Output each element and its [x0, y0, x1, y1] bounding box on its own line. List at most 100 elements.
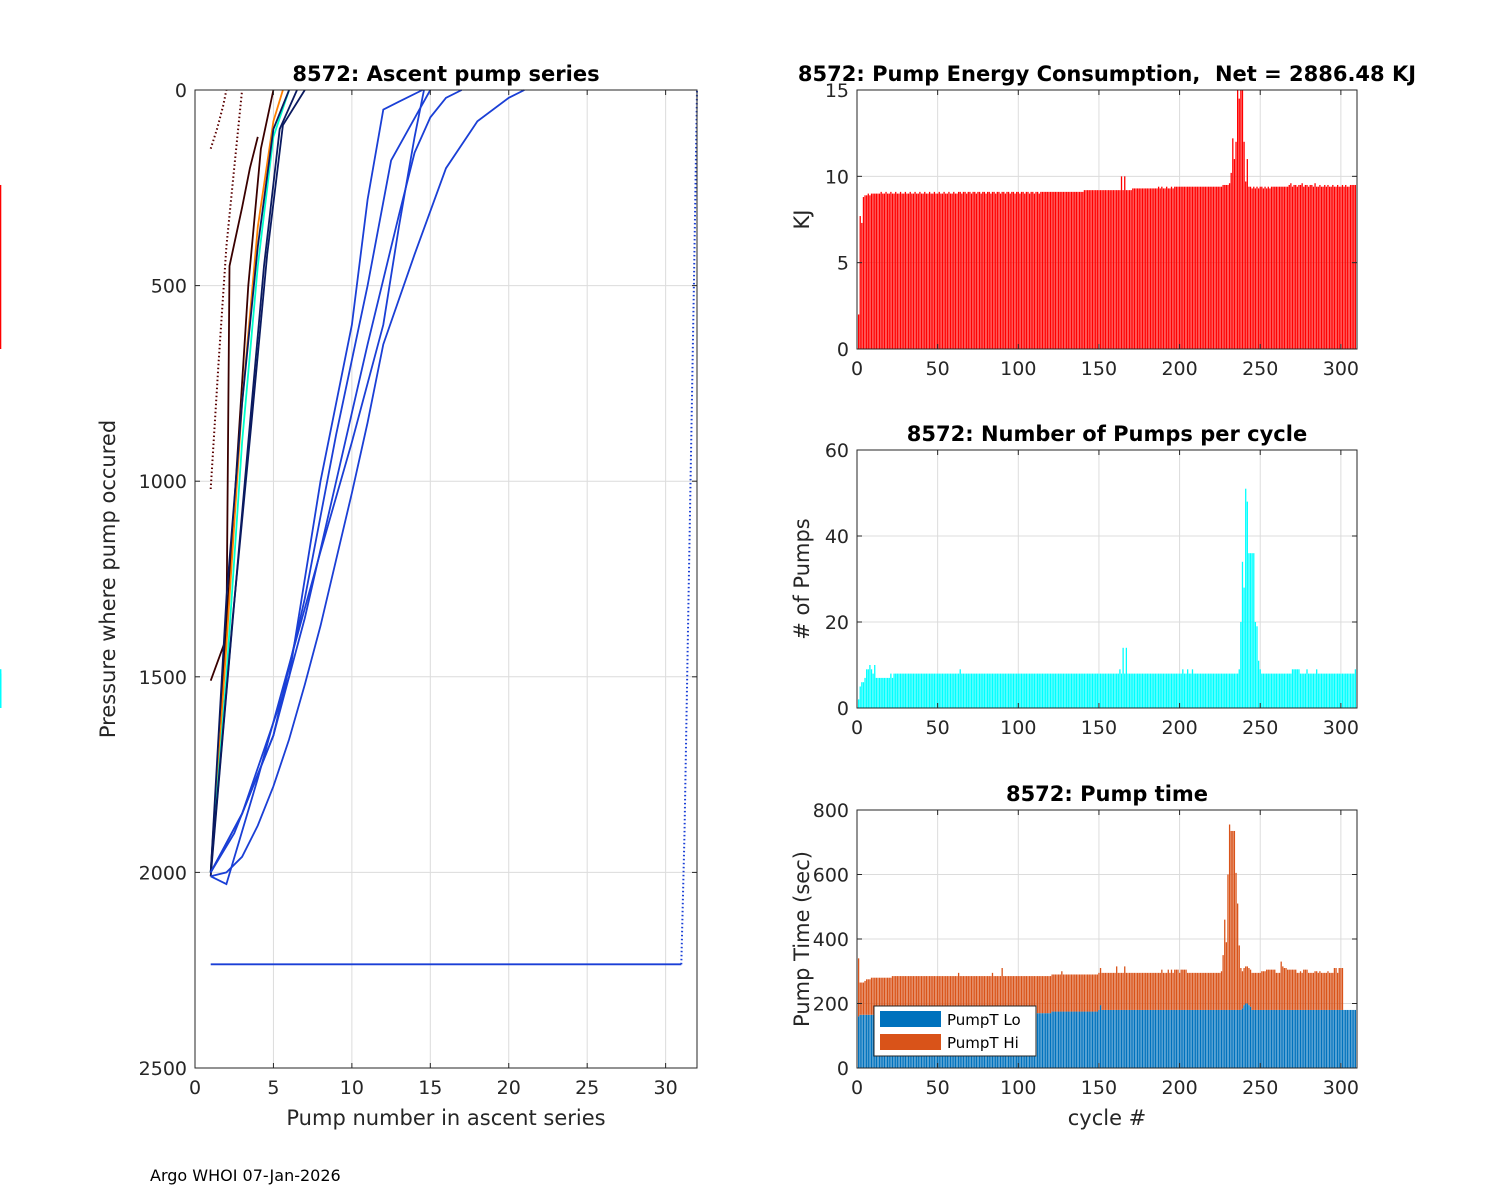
bar: [1109, 673, 1111, 708]
bar: [969, 673, 971, 708]
bar-pumpt-hi: [998, 976, 1000, 1014]
bar-pumpt-hi: [987, 976, 989, 1014]
bar: [1222, 184, 1224, 349]
bar: [1135, 673, 1137, 708]
bar: [1180, 186, 1182, 349]
bar: [1049, 191, 1052, 349]
bar-pumpt-lo: [1135, 1009, 1137, 1068]
bar-pumpt-hi: [1016, 976, 1018, 1014]
bar-pumpt-lo: [1204, 1009, 1207, 1068]
bar: [1232, 673, 1234, 708]
bar-pumpt-hi: [1151, 972, 1153, 1010]
bar-pumpt-hi: [1240, 968, 1242, 1010]
bar: [859, 216, 861, 349]
bar: [1074, 191, 1076, 349]
bar: [1245, 181, 1247, 349]
bar-pumpt-lo: [1227, 1009, 1229, 1068]
bar: [907, 193, 910, 349]
bar: [1285, 673, 1287, 708]
bar: [1011, 191, 1013, 349]
bar: [861, 222, 863, 349]
bar: [1066, 191, 1068, 349]
bar-pumpt-hi: [1056, 974, 1058, 1012]
bar: [1085, 673, 1087, 708]
bar: [1077, 673, 1079, 708]
bar-pumpt-hi: [1282, 966, 1284, 1010]
bar-pumpt-hi: [1251, 972, 1253, 1010]
bar-pumpt-hi: [911, 976, 913, 1014]
bar: [1266, 673, 1268, 708]
bar-pumpt-hi: [985, 976, 987, 1014]
bar-pumpt-lo: [1067, 1011, 1069, 1068]
bar-pumpt-lo: [1074, 1011, 1076, 1068]
bar: [1125, 647, 1127, 708]
ascent-y-label: Pressure where pump occured: [96, 420, 120, 738]
bar: [1101, 190, 1103, 349]
y-tick-label: 0: [837, 339, 849, 361]
bar-pumpt-hi: [1280, 961, 1282, 1010]
bar-pumpt-hi: [1249, 969, 1252, 1007]
bar: [983, 191, 986, 349]
bar: [1124, 673, 1126, 708]
bar: [1298, 184, 1300, 349]
bar-pumpt-lo: [864, 1014, 866, 1068]
bar-pumpt-lo: [1153, 1009, 1155, 1068]
bar: [938, 191, 940, 349]
bar: [1317, 673, 1319, 708]
bar-pumpt-lo: [1182, 1009, 1184, 1068]
bar: [1238, 98, 1240, 349]
bar: [1159, 673, 1161, 708]
bar-pumpt-lo: [1327, 1009, 1329, 1068]
bar: [862, 197, 865, 349]
bar: [1278, 186, 1281, 349]
bar-pumpt-hi: [982, 976, 984, 1014]
count-title: 8572: Number of Pumps per cycle: [907, 422, 1307, 446]
bar-pumpt-hi: [1211, 972, 1213, 1010]
bar-pumpt-hi: [1040, 976, 1042, 1014]
bar-pumpt-lo: [1222, 1009, 1224, 1068]
bar: [1087, 190, 1089, 349]
bar: [1343, 186, 1345, 349]
bar-pumpt-hi: [1290, 969, 1292, 1010]
bar: [1085, 190, 1087, 349]
bar: [1337, 184, 1339, 349]
bar-pumpt-hi: [959, 976, 961, 1014]
bar: [877, 677, 879, 708]
bar: [924, 673, 926, 708]
bar: [1341, 673, 1344, 708]
bar-pumpt-lo: [1175, 1009, 1177, 1068]
bar-pumpt-lo: [1107, 1009, 1110, 1068]
bar: [859, 686, 861, 708]
bar-pumpt-hi: [869, 979, 871, 1015]
bar-pumpt-lo: [1133, 1009, 1136, 1068]
bar: [985, 673, 987, 708]
bar: [1348, 186, 1350, 349]
bar: [864, 677, 866, 708]
bar-pumpt-hi: [1024, 976, 1026, 1014]
bar-pumpt-lo: [1354, 1009, 1357, 1068]
bar: [1125, 190, 1127, 349]
bar: [1054, 673, 1057, 708]
bar-pumpt-hi: [1025, 976, 1027, 1014]
bar-pumpt-lo: [1201, 1009, 1203, 1068]
bar: [1349, 673, 1352, 708]
bar: [1006, 191, 1008, 349]
ascent-pump-series-chart: 0 5 10 15 20 25 30 0 500 1000 1500 2000 2500 8572: A…: [96, 62, 698, 1130]
bar-pumpt-lo: [1345, 1009, 1347, 1068]
bar-pumpt-hi: [1087, 974, 1089, 1012]
bar: [1078, 191, 1081, 349]
bar-pumpt-lo: [1037, 1013, 1039, 1068]
bar-pumpt-hi: [1157, 972, 1160, 1010]
bar-pumpt-hi: [1225, 942, 1227, 1010]
bar: [1222, 673, 1224, 708]
energy-ticks: 0 50 100 150 200 250 300 0 5 10 15: [825, 80, 1359, 380]
bar-pumpt-lo: [1207, 1009, 1210, 1068]
bar-pumpt-lo: [1328, 1009, 1331, 1068]
y-tick-label: 2000: [139, 862, 187, 884]
bar: [987, 673, 989, 708]
bar-pumpt-lo: [1159, 1009, 1161, 1068]
bar: [1307, 186, 1310, 349]
bar: [1254, 622, 1257, 708]
bar: [1145, 673, 1147, 708]
bar-pumpt-hi: [916, 976, 918, 1014]
